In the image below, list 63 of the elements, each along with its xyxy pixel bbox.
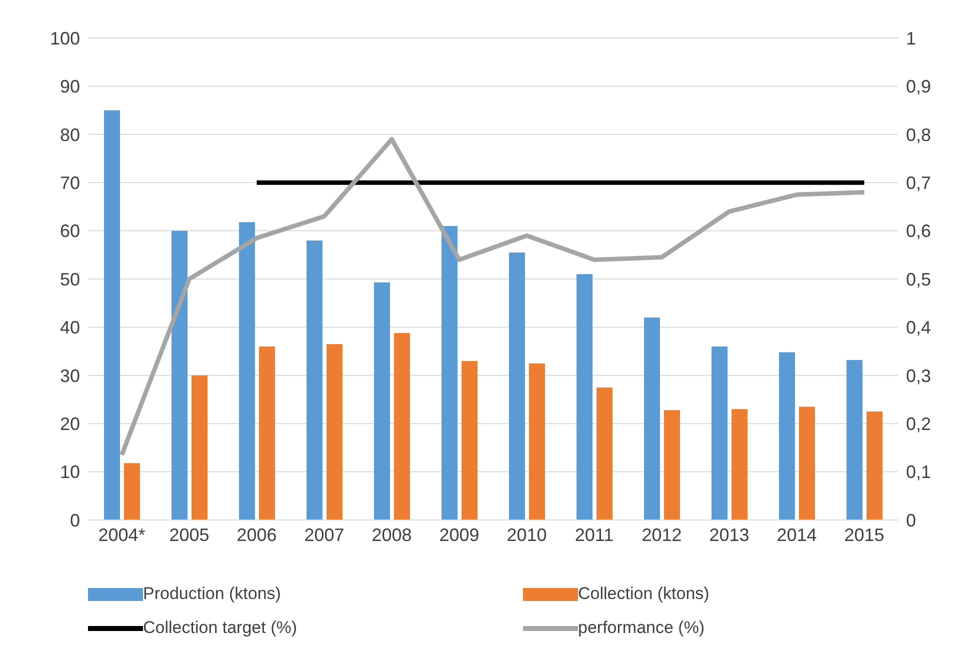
bar xyxy=(239,222,255,520)
y2-tick-label: 0 xyxy=(906,510,916,530)
x-tick-label: 2011 xyxy=(574,524,614,545)
bar xyxy=(712,346,728,520)
y-tick-label: 70 xyxy=(60,172,80,193)
x-tick-label: 2009 xyxy=(439,524,480,545)
bar xyxy=(799,406,815,520)
bar xyxy=(509,252,525,520)
y-tick-label: 0 xyxy=(70,510,80,530)
bar xyxy=(576,274,592,520)
bar xyxy=(664,410,680,520)
y-tick-label: 100 xyxy=(50,28,80,48)
y-tick-label: 60 xyxy=(60,221,80,242)
x-tick-label: 2005 xyxy=(169,524,210,545)
bar xyxy=(529,363,545,520)
y2-tick-label: 0,3 xyxy=(906,366,932,386)
x-tick-label: 2006 xyxy=(236,524,277,545)
y2-tick-label: 1 xyxy=(906,28,916,48)
y-tick-label: 80 xyxy=(60,124,80,145)
bar xyxy=(644,318,660,520)
y2-tick-label: 0,4 xyxy=(906,318,932,338)
bar xyxy=(394,332,410,520)
y2-tick-label: 0,7 xyxy=(906,172,932,193)
bar xyxy=(104,110,120,520)
y-tick-label: 10 xyxy=(60,462,80,482)
bar xyxy=(192,375,208,520)
bar xyxy=(306,240,322,520)
legend-label: Production (ktons) xyxy=(143,584,281,604)
bar xyxy=(596,387,612,520)
y-tick-label: 40 xyxy=(60,318,80,338)
y-tick-label: 20 xyxy=(60,414,80,434)
bar xyxy=(326,344,342,520)
y-tick-label: 50 xyxy=(60,269,80,290)
x-tick-label: 2007 xyxy=(304,524,344,545)
y-tick-label: 30 xyxy=(60,366,80,386)
x-tick-label: 2004* xyxy=(98,524,146,545)
y2-tick-label: 0,6 xyxy=(906,221,932,242)
bar xyxy=(732,409,748,520)
y2-tick-label: 0,2 xyxy=(906,414,932,434)
x-tick-label: 2010 xyxy=(506,524,547,545)
bar xyxy=(124,463,140,520)
y2-tick-label: 0,5 xyxy=(906,269,932,290)
y2-tick-label: 0,9 xyxy=(906,76,932,97)
y-tick-label: 90 xyxy=(60,76,80,97)
bar xyxy=(779,352,795,520)
bar xyxy=(259,346,275,520)
bar xyxy=(866,412,882,520)
legend-label: Collection (ktons) xyxy=(578,584,710,604)
bar xyxy=(442,226,458,520)
line-series xyxy=(120,136,866,458)
x-tick-label: 2015 xyxy=(844,524,884,545)
bar xyxy=(846,360,862,520)
bar xyxy=(374,282,390,520)
x-tick-label: 2012 xyxy=(642,524,682,545)
x-tick-label: 2008 xyxy=(372,524,412,545)
bar xyxy=(462,360,478,520)
bar xyxy=(172,230,188,520)
legend-label: performance (%) xyxy=(578,618,705,638)
x-tick-label: 2013 xyxy=(709,524,750,545)
x-tick-label: 2014 xyxy=(776,524,817,545)
y2-tick-label: 0,8 xyxy=(906,124,932,145)
legend-label: Collection target (%) xyxy=(143,618,298,638)
y2-tick-label: 0,1 xyxy=(906,462,932,482)
